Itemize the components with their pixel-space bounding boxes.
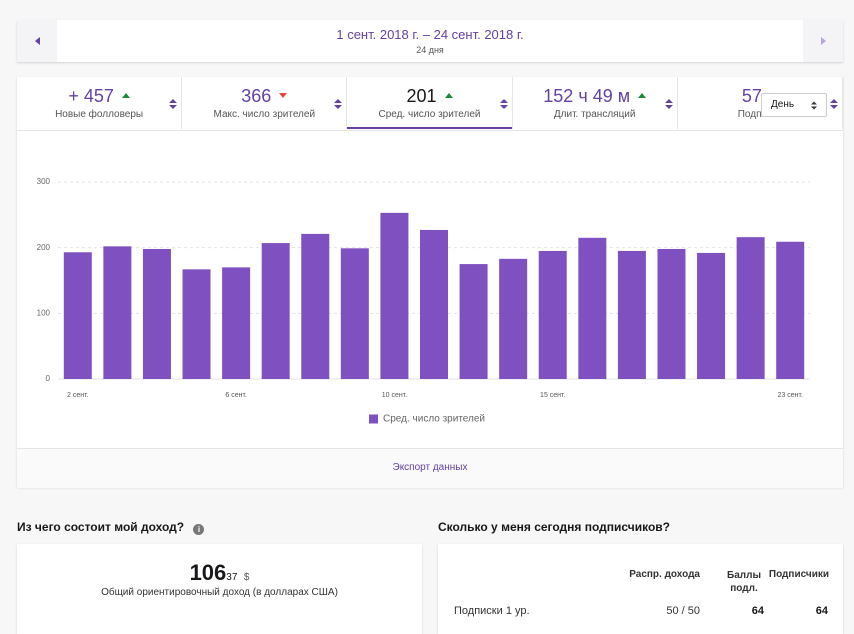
trend-arrow: [638, 93, 647, 98]
y-tick-label: 0: [46, 374, 51, 383]
bar: [459, 264, 488, 379]
column-header: Распр. дохода: [629, 569, 700, 580]
x-tick-label: 6 сент.: [225, 392, 247, 399]
x-tick-label: 23 сент.: [778, 392, 803, 399]
stats-card: + 457 Новые фолловеры 366 Макс. число зрите…: [17, 77, 843, 488]
bar: [736, 237, 765, 379]
trend-arrow: [121, 93, 130, 98]
cell: 64: [751, 605, 764, 617]
trend-arrow: [444, 93, 453, 98]
stat-value-text: + 457: [68, 86, 114, 106]
period-select[interactable]: День: [761, 93, 827, 117]
bar: [340, 248, 369, 379]
y-tick-label: 200: [37, 243, 51, 252]
income-heading-text: Из чего состоит мой доход?: [17, 520, 185, 534]
row-label: Подписки 1 ур.: [454, 605, 530, 617]
stat-value-text: 57: [741, 86, 762, 106]
stat-value-text: 152 ч 49 м: [543, 86, 631, 106]
amount-whole: 106: [189, 560, 227, 585]
bar: [261, 243, 290, 379]
sort-icon[interactable]: [829, 98, 838, 110]
legend-label: Сред. число зрителей: [383, 414, 485, 425]
column-header: Подписчики: [768, 569, 829, 580]
bar: [499, 258, 528, 379]
bar: [63, 252, 92, 379]
next-icon: [820, 37, 826, 45]
sort-icon[interactable]: [334, 98, 343, 110]
next-button[interactable]: [803, 20, 843, 62]
stat-value-text: 201: [406, 86, 437, 106]
legend-swatch: [369, 414, 378, 424]
stat-value: 366: [182, 86, 346, 107]
bar: [301, 233, 330, 379]
export-text: Экспорт данных: [392, 462, 468, 473]
cell: 50 / 50: [666, 605, 700, 617]
info-icon[interactable]: i: [193, 524, 205, 535]
date-range-bar: 1 сент. 2018 г. – 24 сент. 2018 г. 24 дн…: [17, 20, 843, 62]
bar: [222, 267, 251, 379]
bar: [617, 250, 646, 379]
stat-tab[interactable]: + 457 Новые фолловеры: [17, 77, 183, 129]
income-heading: Из чего состоит мой доход? i: [17, 520, 205, 535]
cell: 64: [815, 605, 828, 617]
income-caption: Общий ориентировочный доход (в долларах …: [101, 587, 338, 598]
amount-currency: $: [243, 572, 250, 583]
date-range-title[interactable]: 1 сент. 2018 г. – 24 сент. 2018 г.: [336, 27, 524, 42]
sort-icon[interactable]: [499, 98, 508, 110]
stat-label: Новые фолловеры: [55, 109, 144, 120]
subs-heading: Сколько у меня сегодня подписчиков?: [438, 520, 671, 534]
sort-icon[interactable]: [664, 98, 673, 110]
period-select-text: День: [771, 99, 795, 110]
chart: 0 100 200 300 2 сент. 6 сент. 10 сент. 15 сент.…: [37, 177, 810, 425]
select-icon: [811, 101, 817, 110]
bar: [142, 248, 171, 379]
amount-fraction: 37: [226, 572, 238, 583]
y-tick-label: 300: [37, 177, 51, 186]
bar: [538, 250, 567, 379]
x-tick-label: 15 сент.: [540, 392, 565, 399]
stat-tab[interactable]: 201 Сред. число зрителей: [347, 77, 513, 129]
date-range-subtitle: 24 дня: [416, 45, 444, 55]
stat-value: 201: [347, 86, 511, 107]
stat-label: Макс. число зрителей: [213, 109, 316, 120]
bar: [578, 237, 607, 379]
bar: [380, 212, 409, 379]
y-tick-label: 100: [37, 308, 51, 317]
prev-icon: [34, 37, 40, 45]
active-underline: [347, 127, 512, 129]
bar: [776, 241, 805, 379]
bar: [420, 229, 448, 379]
stat-value: 152 ч 49 м: [513, 86, 677, 107]
stats-tabs: + 457 Новые фолловеры 366 Макс. число зрите…: [17, 77, 843, 131]
stat-label: Длит. трансляций: [553, 109, 636, 120]
prev-button[interactable]: [17, 20, 57, 62]
bar: [103, 246, 132, 379]
stat-tab[interactable]: 366 Макс. число зрителей: [182, 77, 348, 129]
income-amount: 10637 $: [17, 560, 422, 586]
bar: [182, 269, 211, 379]
stat-label: Подписки: [737, 109, 783, 120]
bar: [657, 248, 686, 379]
income-card: 10637 $ Общий ориентировочный доход (в д…: [17, 544, 422, 634]
subs-card: Распр. дохода Баллы подл. Подписчики Под…: [438, 544, 843, 634]
stat-label: Сред. число зрителей: [378, 109, 481, 120]
export-button[interactable]: Экспорт данных: [17, 448, 843, 488]
stat-value: + 457: [17, 86, 181, 107]
trend-arrow: [279, 93, 288, 98]
stat-value-text: 366: [241, 86, 272, 106]
x-tick-label: 10 сент.: [382, 392, 407, 399]
stat-tab[interactable]: 152 ч 49 м Длит. трансляций: [513, 77, 678, 129]
column-header: Баллы подл.: [727, 570, 761, 594]
sort-icon[interactable]: [169, 98, 178, 110]
bar: [697, 252, 726, 379]
x-tick-label: 2 сент.: [67, 392, 89, 399]
